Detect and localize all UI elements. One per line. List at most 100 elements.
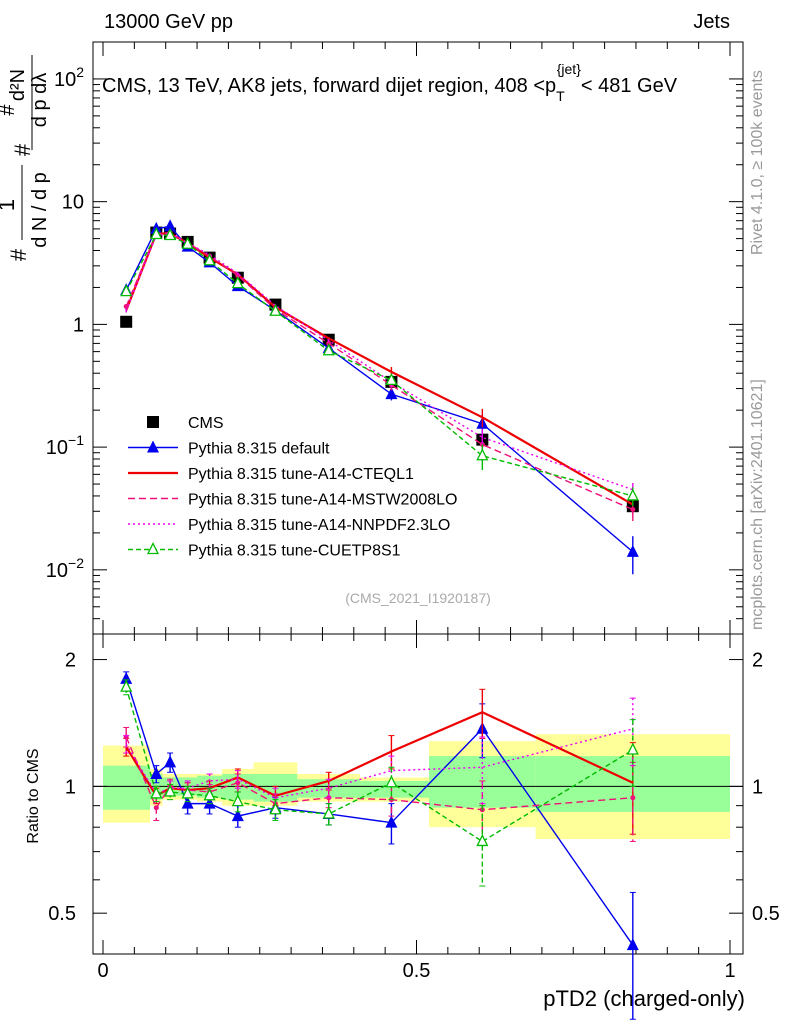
- ratio-y-tick-label-left: 1: [65, 776, 76, 798]
- mcplots-source-label: mcplots.cern.ch [arXiv:2401.10621]: [749, 379, 766, 630]
- legend-marker: [147, 440, 159, 453]
- svg-text:#: #: [0, 104, 19, 116]
- ratio-series-layer: [120, 671, 639, 1020]
- rivet-version-label: Rivet 4.1.0, ≥ 100k events: [749, 70, 766, 255]
- main-series-line: [125, 232, 634, 506]
- svg-text:#: #: [10, 143, 35, 156]
- legend-label: Pythia 8.315 tune-A14-NNPDF2.3LO: [188, 517, 450, 534]
- ratio-data-point: [626, 742, 639, 755]
- main-data-point: [164, 219, 177, 232]
- ratio-data-point: [231, 809, 244, 822]
- ratio-data-point: [626, 938, 639, 951]
- svg-text:d N / d p: d N / d p: [29, 172, 51, 248]
- main-data-point: [385, 387, 398, 400]
- svg-text:#: #: [6, 248, 31, 261]
- legend-label: Pythia 8.315 tune-A14-MSTW2008LO: [188, 492, 457, 509]
- main-y-tick-label: 10: [62, 192, 84, 214]
- svg-text:1: 1: [0, 199, 19, 211]
- main-data-point: [150, 227, 163, 240]
- ratio-data-point: [630, 795, 636, 801]
- main-data-point: [164, 228, 177, 241]
- legend-marker: [147, 416, 159, 428]
- tick-base: 10: [46, 560, 68, 582]
- svg-text:d²N: d²N: [7, 69, 29, 101]
- x-axis-label: pTD2 (charged-only): [543, 986, 745, 1011]
- tick-exponent: −1: [68, 432, 84, 448]
- ratio-axes: 0 0.5 1 0.5 0.5 1 1 2 2: [48, 650, 780, 982]
- ratio-data-point: [269, 802, 282, 815]
- x-tick-label: 1: [724, 960, 735, 982]
- main-ylabel: #: [10, 143, 35, 156]
- legend-label: CMS: [188, 415, 224, 432]
- main-data-point: [123, 303, 129, 309]
- tick-base: 10: [46, 437, 68, 459]
- ratio-series-1: [120, 671, 639, 1020]
- ratio-plot-frame: [92, 633, 744, 955]
- main-y-tick-label: 102: [54, 64, 84, 91]
- ratio-data-point: [203, 796, 216, 809]
- title-subscript: T: [556, 88, 565, 104]
- tick-exponent: −2: [68, 555, 84, 571]
- tick-base: 10: [54, 69, 76, 91]
- ratio-series-line: [125, 728, 633, 799]
- main-data-point: [626, 488, 639, 501]
- analysis-id-label: (CMS_2021_I1920187): [345, 590, 491, 606]
- title-text: CMS, 13 TeV, AK8 jets, forward dijet reg…: [102, 75, 556, 97]
- main-data-point: [203, 253, 216, 266]
- ratio-ylabel: Ratio to CMS: [25, 748, 42, 843]
- legend-entry: CMS: [147, 415, 224, 432]
- tick-base: 1: [73, 314, 84, 336]
- ratio-y-tick-label-left: 0.5: [48, 903, 76, 925]
- main-series-5: [120, 227, 639, 507]
- main-y-tick-label: 10−2: [46, 555, 84, 582]
- main-data-point: [322, 343, 335, 356]
- legend-entry: Pythia 8.315 tune-A14-MSTW2008LO: [128, 492, 457, 509]
- main-data-point: [269, 303, 282, 316]
- legend-entry: Pythia 8.315 tune-CUETP8S1: [128, 542, 401, 560]
- main-data-point: [476, 448, 489, 461]
- ratio-series-5: [120, 679, 639, 887]
- main-data-point: [385, 372, 398, 385]
- ratio-data-point: [150, 786, 163, 799]
- title-superscript: {jet}: [557, 61, 581, 77]
- ratio-y-tick-label-right: 0.5: [752, 903, 780, 925]
- ratio-y-tick-label-right: 2: [752, 650, 763, 672]
- chart-title: CMS, 13 TeV, AK8 jets, forward dijet reg…: [102, 61, 678, 104]
- main-series-line: [125, 232, 634, 491]
- ratio-data-point: [120, 679, 133, 692]
- main-y-tick-label: 10−1: [46, 432, 84, 459]
- main-ylabel-fraction: # 1 d N / d p # d²N d p dλ: [0, 55, 51, 261]
- ratio-data-point: [235, 780, 241, 786]
- main-data-point: [120, 284, 133, 297]
- main-data-point: [626, 544, 639, 557]
- header-energy-label: 13000 GeV pp: [104, 11, 233, 33]
- legend-entry: Pythia 8.315 tune-A14-NNPDF2.3LO: [128, 517, 450, 534]
- ratio-data-point: [153, 805, 159, 811]
- legend: CMS Pythia 8.315 default Pythia 8.315 tune…: [128, 415, 457, 560]
- x-tick-label: 0.5: [403, 960, 431, 982]
- main-y-tick-label: 1: [73, 314, 84, 336]
- ratio-data-point: [203, 788, 216, 801]
- title-suffix: < 481 GeV: [581, 75, 678, 97]
- ratio-band-inner: [360, 780, 430, 798]
- ratio-data-point: [120, 671, 133, 684]
- main-series-layer: [120, 219, 639, 575]
- tick-base: 10: [62, 192, 84, 214]
- ratio-y-tick-label-left: 2: [65, 650, 76, 672]
- ratio-data-point: [164, 784, 177, 797]
- ratio-data-point: [385, 775, 398, 788]
- main-data-point: [630, 507, 636, 513]
- legend-label: Pythia 8.315 tune-A14-CTEQL1: [188, 466, 414, 483]
- ratio-data-point: [164, 755, 177, 768]
- ratio-data-point: [322, 806, 335, 819]
- ratio-data-point: [476, 834, 489, 847]
- ratio-data-point: [181, 796, 194, 809]
- ratio-data-point: [150, 766, 163, 779]
- ratio-data-point: [231, 794, 244, 807]
- main-series-line: [125, 231, 634, 511]
- legend-entry: Pythia 8.315 tune-A14-CTEQL1: [128, 466, 414, 483]
- ratio-y-tick-label-right: 1: [752, 776, 763, 798]
- main-data-point: [181, 236, 194, 249]
- header-jets-label: Jets: [693, 11, 730, 33]
